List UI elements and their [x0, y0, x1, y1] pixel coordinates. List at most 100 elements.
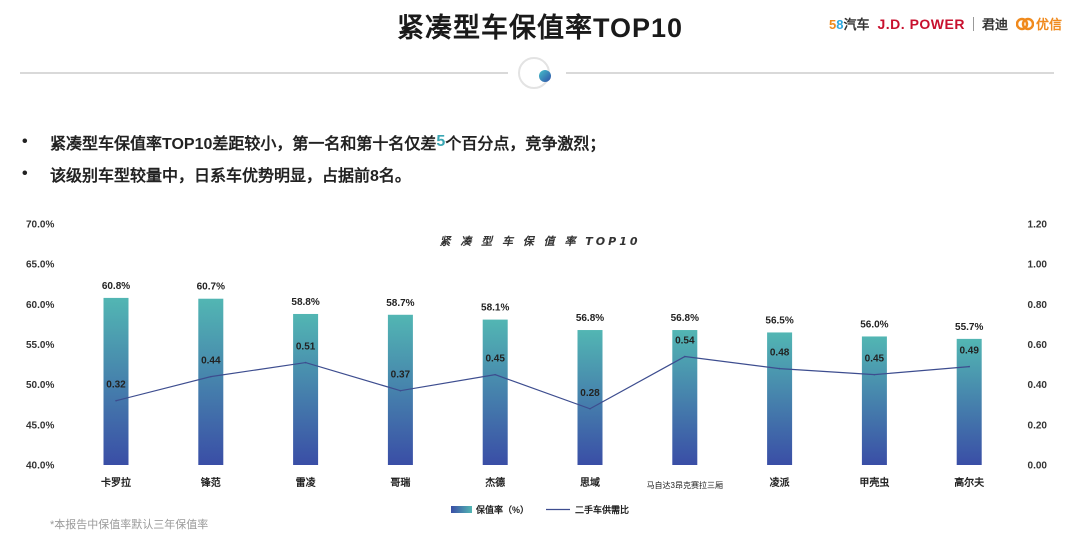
line-value-label: 0.32	[106, 380, 126, 391]
bar-1	[198, 298, 224, 465]
bar-value-labels: 60.8% 60.7% 58.8% 58.7% 58.1% 56.8% 56.8% 56.5%…	[102, 281, 984, 333]
logo-jdpower: J.D. POWER	[877, 15, 965, 32]
category-label: 凌派	[770, 476, 791, 489]
right-axis-tick-label: 0.40	[1028, 380, 1048, 391]
chart-legend: 保值率（%） 二手车供需比	[451, 504, 629, 515]
logo-58-text: 汽车	[843, 17, 870, 32]
supply-demand-line	[115, 355, 970, 410]
line-point-2	[304, 361, 307, 364]
title-divider-left	[20, 72, 508, 74]
bar-value-label: 58.1%	[481, 303, 509, 314]
bar-8	[861, 336, 887, 465]
right-axis-tick-label: 0.80	[1028, 300, 1048, 311]
right-axis-tick-label: 0.60	[1028, 340, 1048, 351]
line-value-label: 0.45	[485, 354, 505, 365]
bar-2	[293, 313, 319, 465]
bar-9	[956, 338, 982, 465]
title-divider-right	[566, 72, 1054, 74]
category-label: 思域	[580, 476, 600, 489]
left-axis-tick-label: 60.0%	[26, 300, 54, 311]
bar-5	[577, 330, 603, 465]
left-axis-tick-label: 70.0%	[26, 220, 54, 231]
category-labels: 卡罗拉 锋范 雷凌 哥瑞 杰德 思域 马自达3昂克赛拉三厢 凌派 甲壳虫 高尔夫	[101, 476, 985, 490]
category-label: 甲壳虫	[859, 476, 889, 489]
partner-logos: 58汽车 J.D. POWER 君迪 优信	[829, 14, 1062, 33]
bar-0	[103, 297, 129, 465]
category-label: 高尔夫	[954, 476, 985, 489]
chart-title: 紧 凑 型 车 保 值 率 TOP10	[439, 235, 640, 248]
divider-dot-icon	[539, 70, 551, 82]
right-axis-tick-label: 0.00	[1028, 461, 1048, 472]
line-value-label: 0.48	[770, 348, 790, 359]
line-value-labels: 0.32 0.44 0.51 0.37 0.45 0.28 0.54 0.48 0.45 0.49	[106, 336, 979, 399]
bar-6	[672, 330, 698, 465]
category-label: 马自达3昂克赛拉三厢	[647, 480, 723, 490]
summary-bullets: • 紧凑型车保值率TOP10差距较小，第一名和第十名仅差 5 个百分点，竞争激烈； …	[22, 128, 605, 192]
logo-jundi: 君迪	[981, 17, 1008, 32]
line-point-0	[115, 399, 117, 402]
line-point-3	[399, 389, 402, 392]
line-point-8	[873, 373, 876, 376]
right-axis-tick-label: 1.20	[1028, 220, 1048, 231]
page-title: 紧凑型车保值率TOP10	[396, 13, 684, 43]
line-value-label: 0.28	[580, 388, 600, 399]
bar-7	[767, 332, 793, 465]
bar-value-label: 56.8%	[576, 313, 604, 324]
category-label: 雷凌	[296, 476, 317, 489]
legend-line-label: 二手车供需比	[575, 504, 629, 515]
left-axis-tick-label: 55.0%	[26, 340, 54, 351]
logo-separator	[972, 16, 974, 31]
left-axis-ticks: 40.0% 45.0% 50.0% 55.0% 60.0% 65.0% 70.0%	[26, 220, 54, 472]
bar-value-label: 56.8%	[671, 313, 699, 324]
legend-bar-swatch	[451, 506, 472, 513]
legend-bar-label: 保值率（%）	[475, 504, 529, 515]
divider-badge	[518, 57, 551, 89]
bullet-text-2: 该级别车型较量中，日系车优势明显，占据前8名。	[50, 168, 411, 185]
line-value-label: 0.37	[391, 370, 411, 381]
logo-youxin-text: 优信	[1035, 17, 1062, 32]
logo-58-qiche: 58汽车	[829, 14, 869, 33]
right-axis-tick-label: 1.00	[1028, 260, 1048, 271]
bullet-mark: •	[22, 165, 28, 182]
youxin-logo-icon	[1015, 17, 1034, 30]
line-value-label: 0.45	[865, 354, 885, 365]
bullet-text-1-pre: 紧凑型车保值率TOP10差距较小，第一名和第十名仅差	[50, 136, 437, 153]
line-value-label: 0.49	[959, 346, 979, 357]
left-axis-tick-label: 65.0%	[26, 260, 54, 271]
right-axis-tick-label: 0.20	[1028, 420, 1048, 431]
line-point-6	[684, 355, 686, 358]
footnote: *本报告中保值率默认三年保值率	[50, 519, 209, 531]
bullet-text-1-post: 个百分点，竞争激烈；	[445, 136, 606, 153]
bullet-mark: •	[22, 133, 28, 150]
bar-3	[387, 314, 413, 465]
line-point-7	[778, 367, 781, 370]
line-value-label: 0.44	[201, 356, 221, 367]
resale-value-chart: 紧 凑 型 车 保 值 率 TOP10 40.0% 45.0% 50.0% 55.0%…	[26, 220, 1048, 516]
bar-value-label: 56.5%	[765, 315, 793, 326]
logo-youxin: 优信	[1015, 14, 1062, 33]
line-series	[115, 355, 970, 410]
category-label: 杰德	[485, 476, 505, 489]
line-value-label: 0.54	[675, 336, 695, 347]
bar-value-label: 55.7%	[955, 322, 983, 333]
bar-4	[482, 319, 508, 465]
left-axis-tick-label: 50.0%	[26, 380, 54, 391]
bar-value-label: 60.7%	[197, 282, 225, 293]
category-label: 锋范	[201, 476, 221, 489]
bar-value-label: 56.0%	[860, 319, 888, 330]
left-axis-tick-label: 40.0%	[26, 461, 54, 472]
left-axis-tick-label: 45.0%	[26, 420, 54, 431]
line-point-5	[589, 407, 591, 410]
bullet-item: • 该级别车型较量中，日系车优势明显，占据前8名。	[22, 160, 605, 188]
bar-value-label: 58.8%	[291, 297, 319, 308]
right-axis-ticks: 0.00 0.20 0.40 0.60 0.80 1.00 1.20	[1028, 220, 1048, 472]
bullet-text-1-highlight: 5	[436, 133, 446, 150]
line-point-1	[210, 375, 212, 378]
logo-58-digit-8: 8	[836, 17, 844, 32]
line-point-4	[494, 373, 497, 376]
category-label: 哥瑞	[390, 476, 410, 489]
line-value-label: 0.51	[296, 342, 316, 353]
bar-value-label: 58.7%	[386, 298, 414, 309]
bar-value-label: 60.8%	[102, 281, 130, 292]
bullet-item: • 紧凑型车保值率TOP10差距较小，第一名和第十名仅差 5 个百分点，竞争激烈；	[22, 128, 605, 156]
